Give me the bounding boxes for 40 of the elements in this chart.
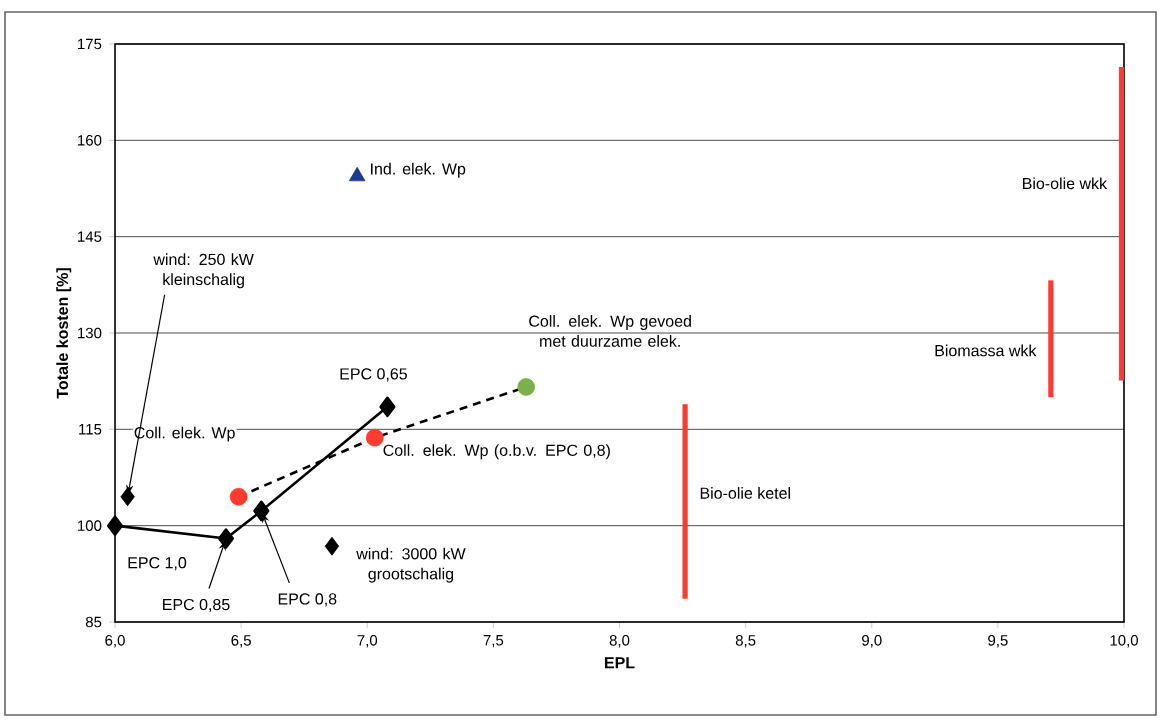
x-tick-label: 9,0 — [862, 635, 882, 648]
x-axis-title: EPL — [605, 657, 635, 669]
annotation: EPC 1,0 — [128, 557, 187, 571]
y-tick-label: 145 — [78, 231, 102, 242]
point — [229, 487, 248, 506]
point — [379, 396, 396, 418]
point — [106, 515, 124, 536]
x-tick-label: 7,0 — [357, 635, 378, 648]
annotation: Coll. elek. Wp (o.b.v. EPC 0,8) — [383, 444, 610, 460]
y-tick-label: 175 — [78, 38, 102, 50]
x-tick-label: 8,0 — [609, 635, 630, 648]
point — [120, 487, 135, 507]
point — [217, 528, 235, 549]
point — [253, 500, 270, 522]
annotation: Ind. elek. Wp — [371, 162, 466, 178]
y-axis-title: Totale kosten [%] — [56, 268, 72, 399]
point — [324, 536, 340, 556]
y-tick-label: 130 — [78, 327, 102, 339]
annotation: wind: 3000 kW grootschalig — [356, 547, 466, 583]
x-tick-label: 7,5 — [483, 635, 504, 648]
point — [517, 378, 535, 396]
annotation: Bio-olie ketel — [700, 487, 790, 499]
annotation: wind: 250 kW kleinschalig — [153, 253, 254, 289]
point — [366, 428, 384, 447]
annotation: Coll. elek. Wp gevoed met duurzame elek. — [529, 315, 691, 347]
x-tick-label: 6,5 — [231, 635, 251, 648]
annotation: EPC 0,65 — [340, 368, 407, 382]
x-tick-label: 8,5 — [735, 635, 756, 648]
x-tick-label: 9,5 — [988, 635, 1008, 648]
y-tick-label: 85 — [85, 616, 102, 628]
annotation: EPC 0,8 — [278, 593, 337, 607]
annotation: EPC 0,85 — [163, 598, 230, 613]
y-tick-label: 160 — [78, 135, 102, 146]
y-tick-label: 115 — [79, 424, 102, 435]
annotation: Bio-olie wkk — [1023, 177, 1108, 190]
point — [348, 166, 366, 182]
y-tick-label: 100 — [78, 520, 102, 531]
x-tick-label: 6,0 — [105, 635, 125, 648]
x-tick-label: 10,0 — [1110, 635, 1138, 648]
annotation: Biomassa wkk — [935, 344, 1037, 357]
